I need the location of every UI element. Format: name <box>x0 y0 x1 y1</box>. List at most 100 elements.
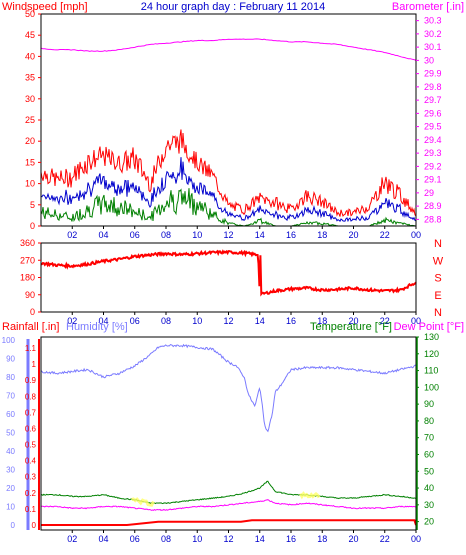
wind-xtick-label-06: 06 <box>130 230 140 240</box>
rainfall-tick-label-3: 0.3 <box>25 473 37 482</box>
barometer-tick-label-0: 28.8 <box>424 214 442 224</box>
humidity-xtick-label-08: 08 <box>161 534 171 544</box>
humidity-tick-label-50: 50 <box>6 429 15 438</box>
humidity-xtick-label-16: 16 <box>286 534 296 544</box>
barometer-tick-label-11: 29.9 <box>424 69 442 79</box>
rainfall-tick-label-9: 0.9 <box>25 376 37 385</box>
barometer-tick-label-14: 30.2 <box>424 29 442 39</box>
barometer-axis-title: Barometer [.in] <box>392 1 464 13</box>
direction-tick-label-90: 90 <box>25 290 35 300</box>
direction-xtick-label-02: 02 <box>67 316 77 326</box>
direction-tick-label-0: 0 <box>30 307 35 317</box>
windspeed-tick-label-0: 0 <box>30 221 35 231</box>
temperature-tick-label-50: 50 <box>424 466 434 476</box>
humidity-xtick-label-12: 12 <box>223 534 233 544</box>
wind-xtick-label-02: 02 <box>67 230 77 240</box>
humidity-tick-label-10: 10 <box>6 503 15 512</box>
barometer-tick-label-8: 29.6 <box>424 108 442 118</box>
direction-tick-label-180: 180 <box>20 273 35 283</box>
dewpoint-line <box>41 499 417 511</box>
barometer-line <box>40 38 417 61</box>
rainfall-tick-label-5: 0.5 <box>25 441 37 450</box>
humidity-tick-label-60: 60 <box>6 410 15 419</box>
wind-xtick-label-16: 16 <box>286 230 296 240</box>
direction-xtick-label-22: 22 <box>380 316 390 326</box>
barometer-tick-label-6: 29.4 <box>424 135 442 145</box>
windspeed-tick-label-15: 15 <box>25 157 35 167</box>
barometer-tick-label-15: 30.3 <box>424 16 442 26</box>
humidity-xtick-label-18: 18 <box>317 534 327 544</box>
windspeed-tick-label-50: 50 <box>25 9 35 19</box>
wind-xtick-label-08: 08 <box>161 230 171 240</box>
direction-xtick-label-00: 00 <box>411 316 421 326</box>
rainfall-tick-label-8: 0.8 <box>25 392 37 401</box>
rainfall-tick-label-11: 1.1 <box>25 344 37 353</box>
humidity-xtick-label-00: 00 <box>411 534 421 544</box>
compass-label-0: N <box>434 238 442 250</box>
windspeed-axis-title: Windspeed [mph] <box>2 1 88 13</box>
direction-xtick-label-12: 12 <box>223 316 233 326</box>
barometer-tick-label-5: 29.3 <box>424 148 442 158</box>
direction-tick-label-360: 360 <box>20 238 35 248</box>
direction-xtick-label-18: 18 <box>317 316 327 326</box>
temperature-tick-label-120: 120 <box>424 349 439 359</box>
wind-speed-line <box>40 129 417 217</box>
wind-panel-frame <box>40 13 417 227</box>
rainfall-tick-label-1: 0.1 <box>25 505 37 514</box>
temperature-axis-title: Temperature [°F] <box>310 321 392 333</box>
rainfall-tick-label-2: 0.2 <box>25 489 37 498</box>
temperature-tick-label-100: 100 <box>424 382 439 392</box>
temperature-line <box>40 480 417 505</box>
temperature-tick-label-110: 110 <box>424 366 438 376</box>
barometer-tick-label-7: 29.5 <box>424 122 442 132</box>
humidity-tick-label-0: 0 <box>11 521 16 530</box>
temperature-tick-label-60: 60 <box>424 449 434 459</box>
windspeed-tick-label-20: 20 <box>25 136 35 146</box>
barometer-tick-label-12: 30 <box>424 55 434 65</box>
direction-tick-label-270: 270 <box>20 255 35 265</box>
windspeed-tick-label-40: 40 <box>25 51 35 61</box>
compass-label-3: E <box>434 290 441 302</box>
temperature-tick-label-70: 70 <box>424 433 434 443</box>
rainfall-axis-title: Rainfall [.in] <box>2 321 59 333</box>
humidity-tick-label-30: 30 <box>6 466 15 475</box>
humidity-xtick-label-22: 22 <box>380 534 390 544</box>
direction-xtick-label-16: 16 <box>286 316 296 326</box>
rainfall-tick-label-4: 0.4 <box>25 457 37 466</box>
humidity-tick-label-70: 70 <box>6 392 15 401</box>
humidity-tick-label-20: 20 <box>6 484 15 493</box>
temperature-tick-label-40: 40 <box>424 483 434 493</box>
temperature-tick-label-30: 30 <box>424 500 434 510</box>
humidity-tick-label-100: 100 <box>2 336 16 345</box>
humidity-xtick-label-14: 14 <box>255 534 265 544</box>
wind-xtick-label-12: 12 <box>223 230 233 240</box>
humidity-tick-label-80: 80 <box>6 373 15 382</box>
direction-xtick-label-10: 10 <box>192 316 202 326</box>
wind-xtick-label-14: 14 <box>255 230 265 240</box>
temperature-tick-label-90: 90 <box>424 399 434 409</box>
rainfall-tick-label-10: 1 <box>32 360 37 369</box>
barometer-tick-label-9: 29.7 <box>424 95 442 105</box>
windspeed-tick-label-10: 10 <box>25 179 35 189</box>
wind-xtick-label-10: 10 <box>192 230 202 240</box>
direction-xtick-label-08: 08 <box>161 316 171 326</box>
humidity-tick-label-40: 40 <box>6 447 15 456</box>
barometer-tick-label-4: 29.2 <box>424 161 442 171</box>
windspeed-tick-label-5: 5 <box>30 200 35 210</box>
frost-highlight-0 <box>131 497 155 507</box>
direction-xtick-label-20: 20 <box>348 316 358 326</box>
windspeed-tick-label-30: 30 <box>25 94 35 104</box>
rainfall-tick-label-0: 0 <box>32 521 37 530</box>
compass-label-4: N <box>434 307 442 319</box>
barometer-tick-label-10: 29.8 <box>424 82 442 92</box>
direction-xtick-label-06: 06 <box>130 316 140 326</box>
humidity-xtick-label-20: 20 <box>348 534 358 544</box>
direction-xtick-label-14: 14 <box>255 316 265 326</box>
humidity-panel-frame <box>40 336 417 531</box>
direction-xtick-label-04: 04 <box>98 316 108 326</box>
frost-highlight-1 <box>299 491 321 500</box>
wind-xtick-label-22: 22 <box>380 230 390 240</box>
temperature-tick-label-80: 80 <box>424 416 434 426</box>
